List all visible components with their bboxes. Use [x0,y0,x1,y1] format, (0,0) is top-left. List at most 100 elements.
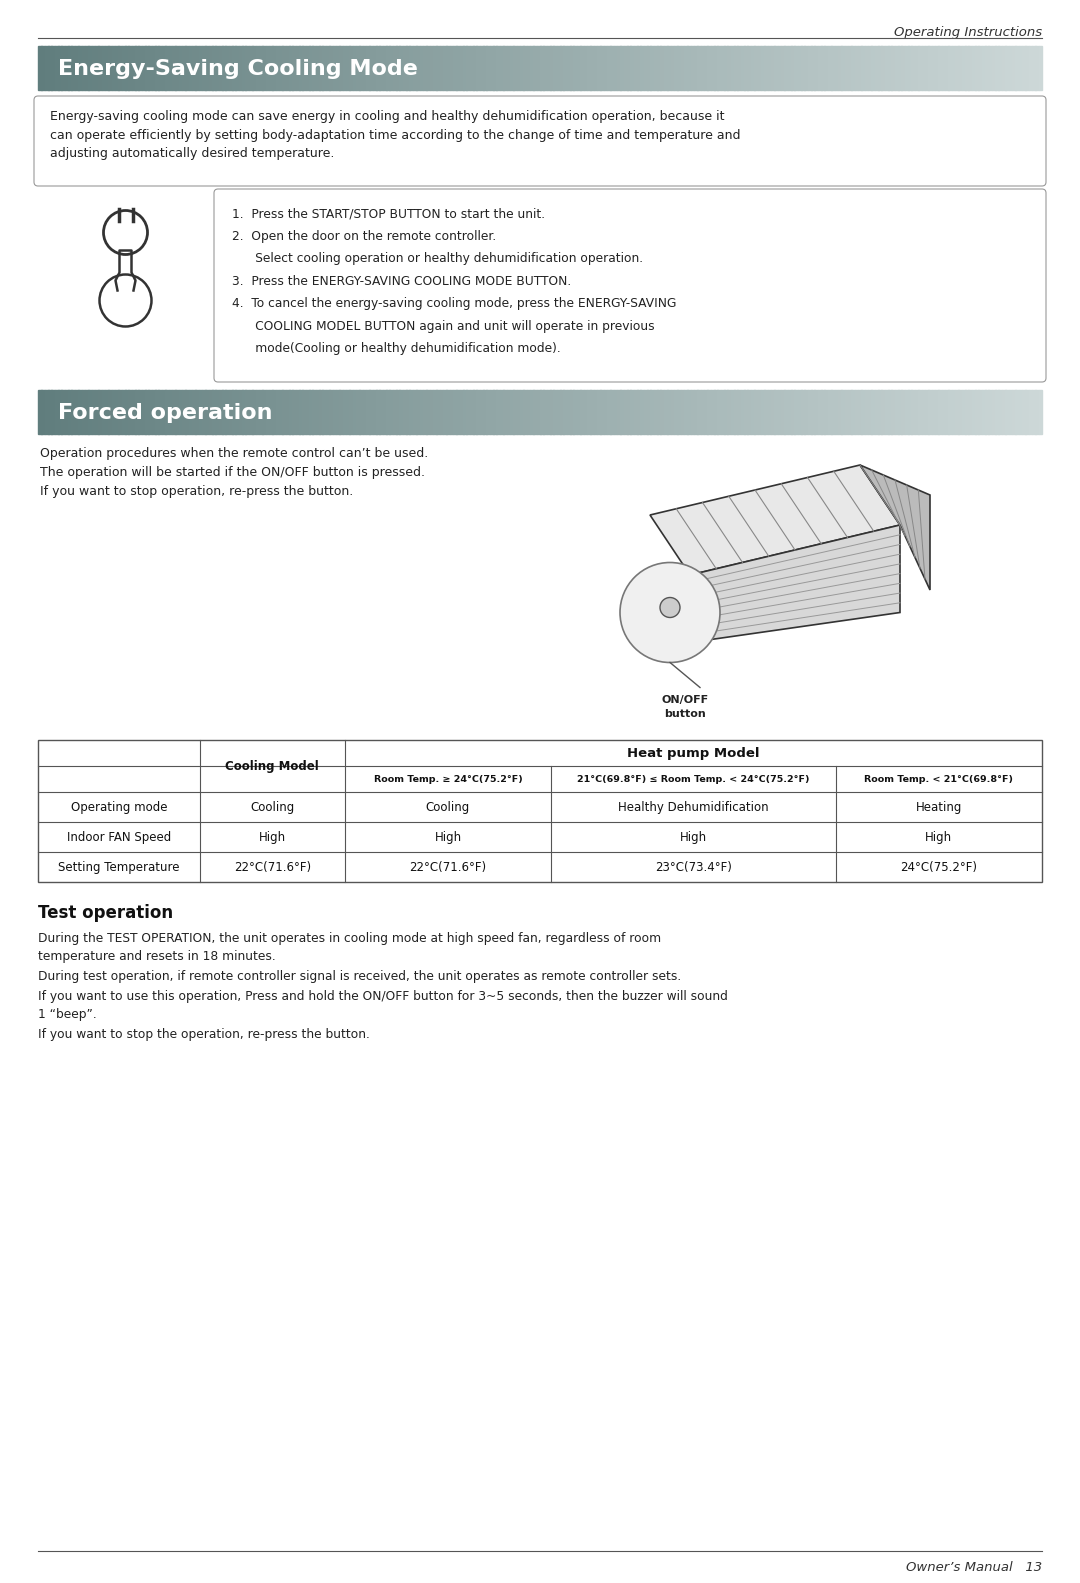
Bar [329,389,333,434]
Bar [841,46,845,90]
Bar [550,389,554,434]
Bar [728,46,731,90]
Bar [175,389,179,434]
Bar [430,46,433,90]
Bar [1002,389,1005,434]
Bar [597,389,600,434]
Bar [135,46,139,90]
Bar [791,389,795,434]
Bar [302,389,307,434]
Bar [580,389,584,434]
Bar [373,46,377,90]
Bar [55,389,58,434]
Bar [899,46,902,90]
Bar [765,46,768,90]
Bar [396,46,400,90]
Bar [583,46,588,90]
Bar [995,46,999,90]
Bar [423,46,427,90]
Text: 24°C(75.2°F): 24°C(75.2°F) [901,861,977,874]
Bar [119,389,122,434]
Bar [242,46,246,90]
Bar [607,46,611,90]
Bar [446,46,450,90]
Bar [1025,389,1029,434]
Bar [403,389,407,434]
Bar [494,46,497,90]
Bar [119,46,122,90]
Bar [386,46,390,90]
Bar [222,389,226,434]
Bar [152,46,156,90]
Bar [89,46,92,90]
Bar [905,389,908,434]
Bar [761,389,765,434]
Bar [955,46,959,90]
Text: Heat pump Model: Heat pump Model [627,747,759,760]
Bar [68,46,72,90]
Bar [948,389,953,434]
Bar [38,46,42,90]
Bar [436,46,441,90]
Bar [610,389,615,434]
Text: If you want to use this operation, Press and hold the ON/OFF button for 3~5 seco: If you want to use this operation, Press… [38,989,728,1004]
Bar [369,46,374,90]
Bar [239,389,243,434]
Bar [902,389,905,434]
Bar [818,46,822,90]
Text: High: High [259,831,286,844]
Bar [561,46,564,90]
Bar [433,389,436,434]
Bar [524,389,527,434]
Bar [778,389,782,434]
Bar [808,389,811,434]
Bar [382,389,387,434]
Text: COOLING MODEL BUTTON again and unit will operate in previous: COOLING MODEL BUTTON again and unit will… [232,320,654,332]
Bar [744,46,748,90]
Bar [835,46,838,90]
Bar [838,46,841,90]
Bar [787,46,792,90]
Bar [400,389,403,434]
Bar [376,389,380,434]
Bar [178,389,183,434]
Bar [296,46,299,90]
Bar [841,389,845,434]
Bar [543,389,548,434]
Bar [366,389,369,434]
Bar [460,389,463,434]
Bar [694,46,698,90]
Bar [138,46,143,90]
Bar [948,46,953,90]
Bar [419,389,423,434]
Bar [289,389,293,434]
Bar [623,389,627,434]
Bar [41,389,45,434]
Bar [661,389,664,434]
Bar [620,389,624,434]
Bar [248,389,253,434]
Bar [667,46,671,90]
Bar [108,389,112,434]
Bar [972,389,975,434]
Bar [674,389,678,434]
Bar [1002,46,1005,90]
Bar [312,389,316,434]
Bar [108,46,112,90]
Bar [868,46,872,90]
Bar [701,46,704,90]
Bar [951,46,956,90]
Bar [467,389,470,434]
Text: Heating: Heating [916,801,962,814]
Bar [433,46,436,90]
Bar [754,389,758,434]
Bar [172,46,176,90]
Bar [811,46,815,90]
Bar [165,389,170,434]
Bar [339,389,343,434]
Bar [590,389,594,434]
Bar [861,389,865,434]
Text: button: button [664,709,706,719]
Bar [851,389,855,434]
Bar [690,46,694,90]
